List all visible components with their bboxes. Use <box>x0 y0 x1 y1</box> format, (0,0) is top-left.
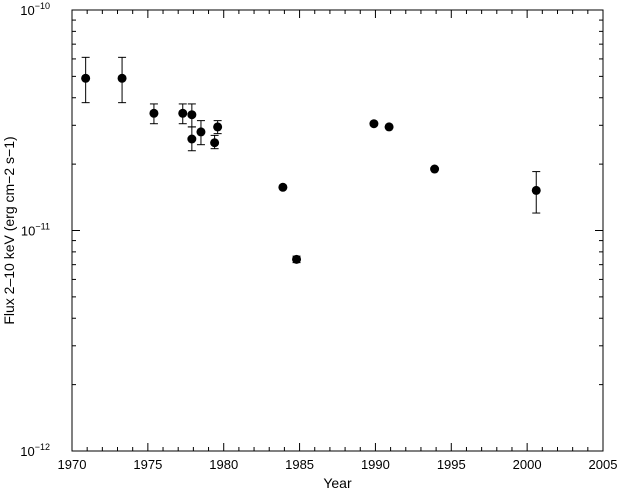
data-point <box>430 164 440 174</box>
x-tick-label: 1990 <box>361 457 390 472</box>
data-point <box>196 127 206 137</box>
data-point <box>187 134 197 144</box>
y-tick-label: 10−10 <box>20 1 50 18</box>
data-point <box>531 185 541 195</box>
x-tick-label: 1985 <box>285 457 314 472</box>
x-tick-label: 1995 <box>437 457 466 472</box>
x-tick-label: 2005 <box>589 457 618 472</box>
x-axis-title: Year <box>323 475 352 491</box>
y-axis-title: Flux 2–10 keV (erg cm−2 s−1) <box>1 136 17 324</box>
x-tick-label: 2000 <box>513 457 542 472</box>
error-bars <box>81 56 541 264</box>
data-point <box>292 254 302 264</box>
data-point <box>384 122 394 132</box>
data-point <box>117 73 127 83</box>
x-tick-label: 1975 <box>133 457 162 472</box>
minor-ticks <box>72 10 603 451</box>
plot-frame <box>71 9 604 452</box>
data-point <box>369 119 379 129</box>
x-tick-labels: 1970 1975 1980 1985 1990 1995 2000 2005 <box>58 457 618 472</box>
major-ticks <box>71 9 604 452</box>
data-point <box>178 108 188 118</box>
data-point <box>278 182 288 192</box>
data-point <box>81 73 91 83</box>
data-point <box>187 110 197 120</box>
data-point <box>210 138 220 148</box>
y-tick-labels: 10−10 10−11 10−12 <box>20 1 50 459</box>
data-markers <box>81 73 541 264</box>
y-tick-label: 10−12 <box>20 442 50 459</box>
data-point <box>149 108 159 118</box>
data-point <box>213 122 223 132</box>
x-tick-label: 1980 <box>209 457 238 472</box>
y-tick-label: 10−11 <box>21 222 50 239</box>
x-tick-label: 1970 <box>58 457 87 472</box>
